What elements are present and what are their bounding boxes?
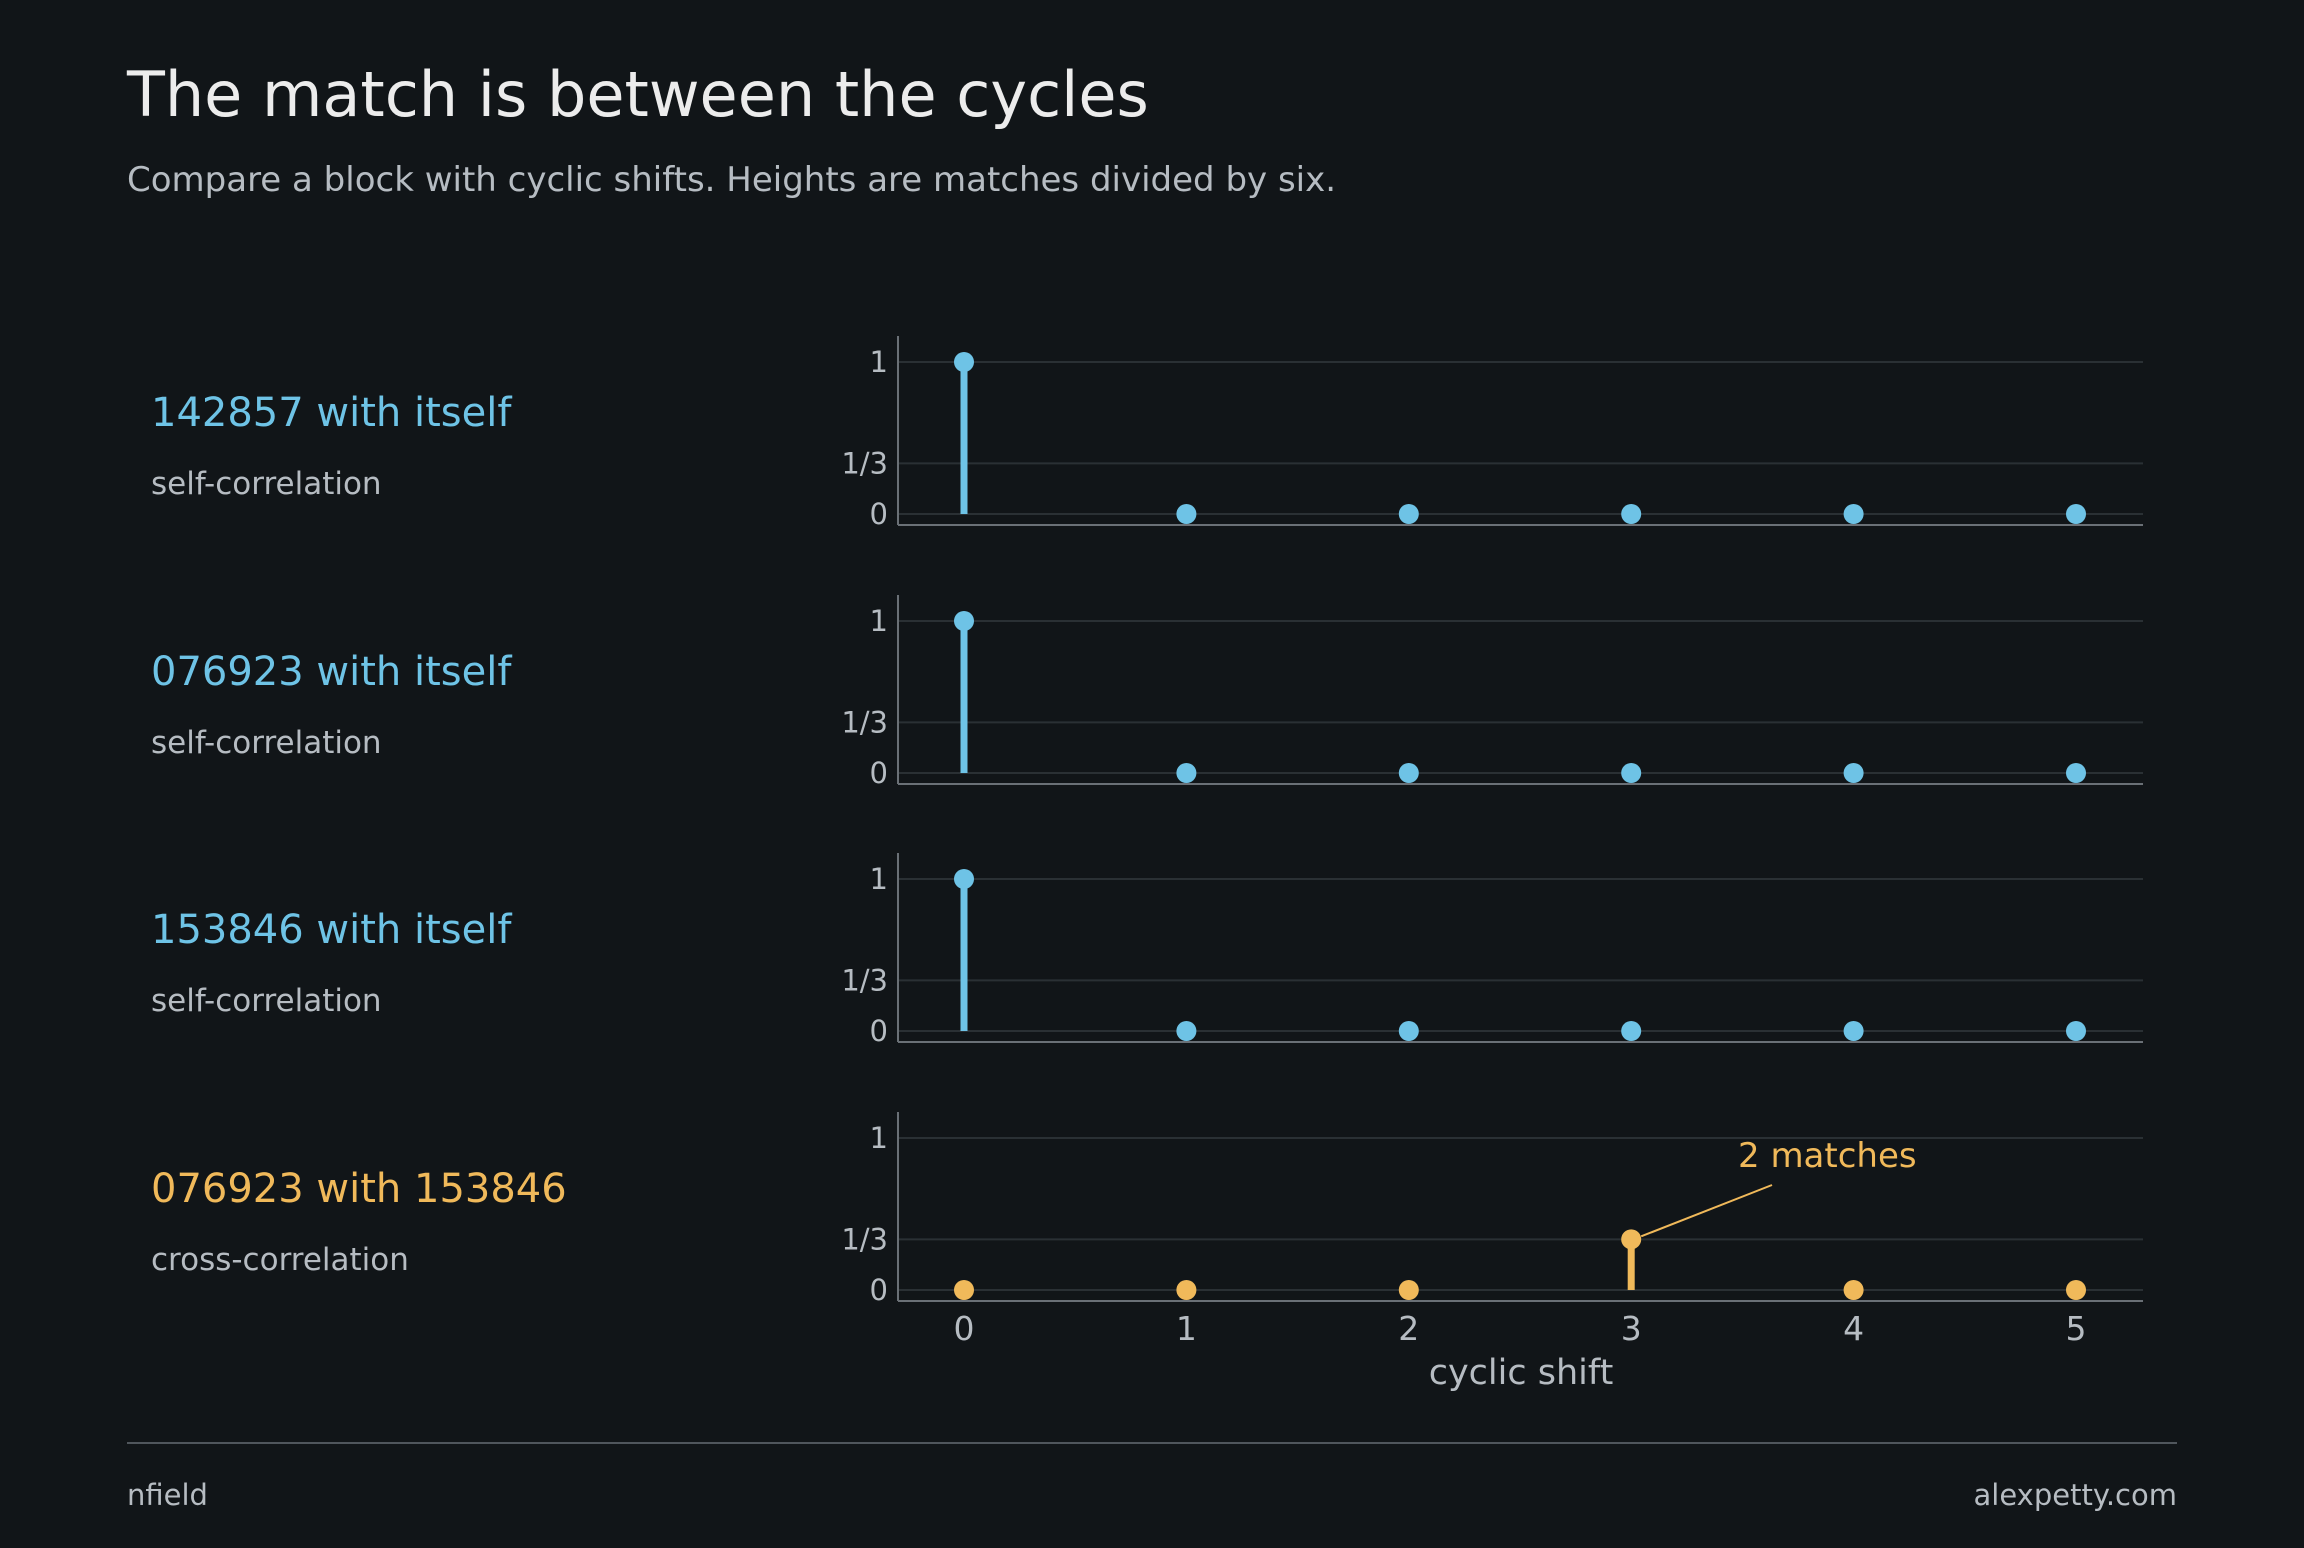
xtick-label: 5 (2066, 1309, 2087, 1348)
stem-chart: 0 1/3 1 0 1/3 1 0 1/3 1 0 1/3 1 2 matches 0 1 2 3 4 5 cycli… (841, 336, 2143, 1393)
xtick-label: 1 (1176, 1309, 1197, 1348)
panel-1-point (1398, 504, 1419, 524)
panel-4-point (1843, 1280, 1864, 1300)
panel-2-point (1621, 763, 1642, 783)
panel-2-label: 076923 with itself (151, 649, 512, 695)
panel-4-ytick-label: 1/3 (841, 1222, 888, 1256)
panel-4-point (2066, 1280, 2086, 1300)
panel-1-point (1621, 504, 1642, 524)
xtick-label: 3 (1621, 1309, 1642, 1348)
panel-2-ytick-label: 1 (870, 604, 888, 638)
panel-3-ytick-label: 0 (870, 1014, 888, 1048)
panel-1-point (1176, 504, 1197, 524)
panel-2-point (1398, 763, 1419, 783)
panel-4-annotation-leader (1640, 1184, 1773, 1238)
page-subtitle: Compare a block with cyclic shifts. Heig… (127, 160, 1337, 200)
xtick-label: 4 (1843, 1309, 1864, 1348)
panel-3-ytick-label: 1 (870, 862, 888, 896)
panel-1-point (2066, 504, 2086, 524)
panel-1-sublabel: self-correlation (151, 466, 382, 502)
panel-1-ytick-label: 1/3 (841, 446, 888, 480)
panel-1-point (954, 352, 974, 372)
panel-4-point (1398, 1280, 1419, 1300)
panel-2-point (2066, 763, 2086, 783)
panel-4-point (954, 1280, 974, 1300)
panel-2-point (1176, 763, 1197, 783)
footer-divider (127, 1442, 2177, 1444)
panel-4-point (1176, 1280, 1197, 1300)
panel-2-sublabel: self-correlation (151, 725, 382, 761)
xtick-label: 0 (954, 1309, 975, 1348)
panel-4-label: 076923 with 153846 (151, 1166, 567, 1212)
panel-1-point (1843, 504, 1864, 524)
page-title: The match is between the cycles (127, 58, 1149, 131)
panel-3-point (954, 869, 974, 889)
footer-right-text: alexpetty.com (1973, 1478, 2178, 1512)
panel-3-point (1176, 1021, 1197, 1041)
panel-3-point (1843, 1021, 1864, 1041)
panel-3-point (1398, 1021, 1419, 1041)
panel-4-ytick-label: 1 (870, 1121, 888, 1155)
x-axis-label: cyclic shift (1429, 1353, 1614, 1393)
panel-3-label: 153846 with itself (151, 907, 512, 953)
panel-1-ytick-label: 0 (870, 497, 888, 531)
panel-3-point (2066, 1021, 2086, 1041)
panel-1-label: 142857 with itself (151, 390, 512, 436)
panel-2-point (954, 611, 974, 631)
panel-4-point (1621, 1229, 1642, 1250)
xtick-label: 2 (1398, 1309, 1419, 1348)
panel-4-ytick-label: 0 (870, 1273, 888, 1307)
footer-left-text: nfield (127, 1478, 208, 1512)
panel-1-ytick-label: 1 (870, 345, 888, 379)
panel-2-point (1843, 763, 1864, 783)
panel-2-ytick-label: 0 (870, 756, 888, 790)
panel-3-sublabel: self-correlation (151, 983, 382, 1019)
panel-4-annotation-text: 2 matches (1738, 1136, 1917, 1176)
panel-2-ytick-label: 1/3 (841, 705, 888, 739)
panel-3-point (1621, 1021, 1642, 1041)
panel-3-ytick-label: 1/3 (841, 963, 888, 997)
panel-4-sublabel: cross-correlation (151, 1242, 409, 1278)
